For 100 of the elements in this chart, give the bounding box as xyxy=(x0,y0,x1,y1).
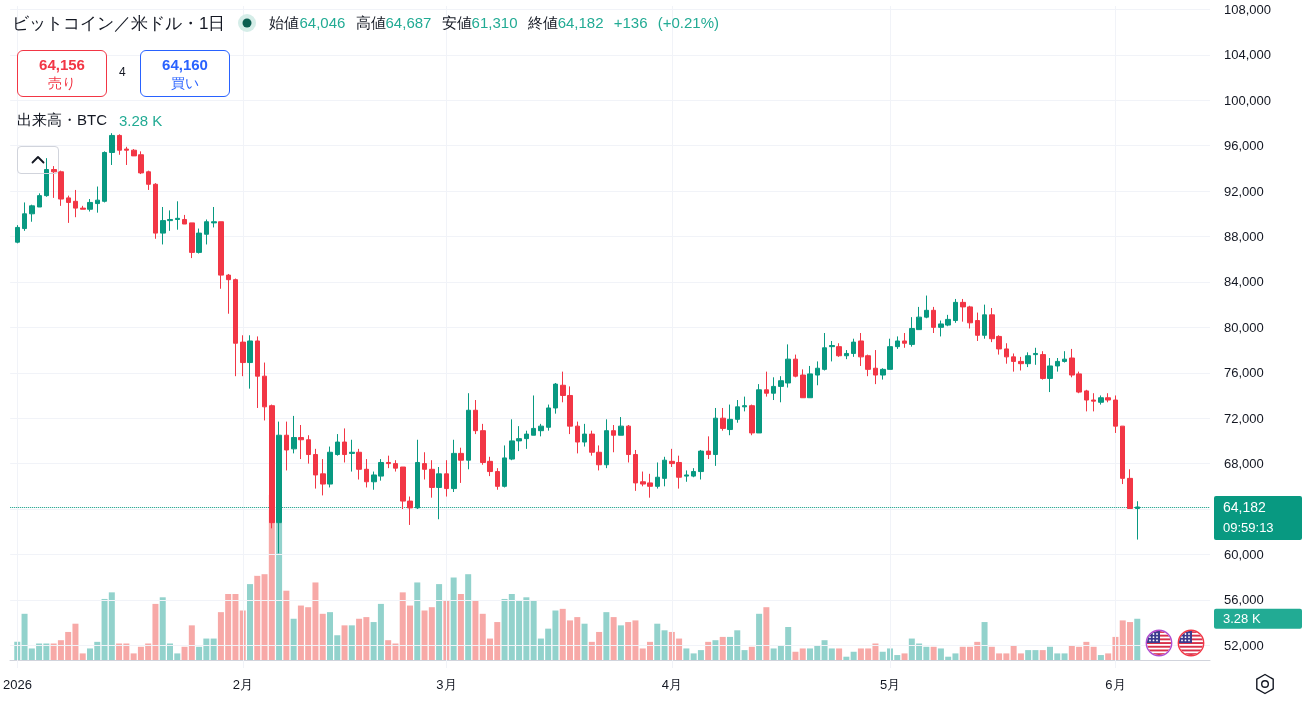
candlestick xyxy=(873,349,878,385)
bar xyxy=(436,584,443,660)
candlestick xyxy=(1091,392,1096,412)
y-tick-label: 56,000 xyxy=(1224,592,1264,608)
candlestick xyxy=(1040,350,1046,381)
candlestick xyxy=(58,170,64,207)
annotation: 4 xyxy=(119,65,126,79)
candlestick xyxy=(255,335,260,409)
candlestick xyxy=(306,434,311,465)
candlestick xyxy=(1018,356,1024,371)
bar xyxy=(661,630,668,660)
bar xyxy=(741,650,748,660)
annotation: 3.28 K xyxy=(119,112,163,129)
candlestick xyxy=(851,338,856,358)
candlestick xyxy=(902,332,907,349)
y-tick-label: 84,000 xyxy=(1224,274,1264,290)
bar xyxy=(610,617,617,660)
bar xyxy=(276,523,283,660)
candlestick xyxy=(349,439,355,473)
candlestick xyxy=(95,186,100,214)
candlestick xyxy=(771,376,776,401)
candlestick xyxy=(247,334,253,390)
bar xyxy=(319,613,326,660)
candlestick xyxy=(175,200,180,231)
y-tick-label: 80,000 xyxy=(1224,319,1264,335)
candlestick xyxy=(1127,468,1133,510)
bar xyxy=(705,641,712,660)
y-tick-label: 104,000 xyxy=(1224,47,1271,63)
bar xyxy=(981,622,988,660)
candlestick xyxy=(764,371,769,398)
candlestick xyxy=(633,449,638,492)
candlestick xyxy=(233,278,238,377)
chart-title: 出来高・BTC xyxy=(17,111,107,130)
candlestick xyxy=(466,392,471,470)
bar xyxy=(79,653,86,660)
candlestick xyxy=(182,214,187,225)
bar xyxy=(763,607,770,660)
candlestick xyxy=(815,360,820,386)
candlestick xyxy=(735,399,740,424)
candlestick xyxy=(953,298,958,324)
bar xyxy=(748,646,755,660)
candlestick xyxy=(1004,342,1009,365)
y-tick-label: 108,000 xyxy=(1224,1,1271,17)
x-tick-label: 4月 xyxy=(661,677,683,692)
candlestick xyxy=(66,195,71,224)
candlestick xyxy=(822,332,827,371)
ref-line-label: 64,182 xyxy=(1223,498,1267,515)
annotation: 売り xyxy=(47,74,77,92)
candlestick xyxy=(924,295,929,319)
annotation: 64,160 xyxy=(161,55,209,74)
bar xyxy=(1134,618,1141,660)
candlestick xyxy=(240,334,246,377)
bar xyxy=(581,623,588,660)
bar xyxy=(930,646,937,660)
y-tick-label: 96,000 xyxy=(1224,138,1264,154)
candlestick xyxy=(982,304,987,340)
candlestick xyxy=(684,469,689,483)
candlestick xyxy=(429,459,435,499)
y-tick-label: 92,000 xyxy=(1224,183,1264,199)
bar xyxy=(617,625,624,660)
text: 始値64,046 高値64,687 安値61,310 終値64,182 +136 (+0.21%) xyxy=(269,13,719,31)
candlestick xyxy=(575,421,580,454)
bar xyxy=(683,648,690,660)
candlestick xyxy=(15,224,20,244)
candlestick xyxy=(451,439,457,493)
bar xyxy=(290,618,297,660)
bar xyxy=(210,638,217,660)
candlestick xyxy=(582,423,587,448)
buy-button: 64,160 買い xyxy=(140,50,230,97)
annotation: 64,156 xyxy=(38,55,86,74)
bar xyxy=(1039,650,1046,660)
bar xyxy=(1090,646,1097,660)
candlestick xyxy=(756,383,762,434)
bar xyxy=(1061,653,1068,660)
bar xyxy=(799,648,806,660)
candlestick xyxy=(22,201,27,232)
candlestick xyxy=(1120,425,1125,485)
bar xyxy=(712,640,719,660)
candlestick xyxy=(691,467,696,478)
annotation: 買い xyxy=(170,74,200,92)
candlestick xyxy=(749,404,755,436)
candlestick xyxy=(146,170,151,191)
bar xyxy=(836,648,843,660)
bar xyxy=(901,653,908,660)
candlestick xyxy=(51,165,57,199)
bar xyxy=(414,582,421,660)
candlestick xyxy=(1025,351,1031,368)
candlestick xyxy=(611,424,616,453)
candlestick xyxy=(1033,347,1038,366)
candlestick xyxy=(829,340,835,362)
candlestick xyxy=(124,146,129,166)
candlestick xyxy=(211,206,217,228)
candlestick xyxy=(553,382,558,415)
candlestick xyxy=(44,157,49,198)
candlestick xyxy=(1047,357,1053,393)
candlestick xyxy=(444,459,449,498)
candlestick xyxy=(386,455,391,469)
candlestick xyxy=(895,335,900,350)
candlestick xyxy=(1098,394,1104,406)
candlestick xyxy=(720,407,726,432)
